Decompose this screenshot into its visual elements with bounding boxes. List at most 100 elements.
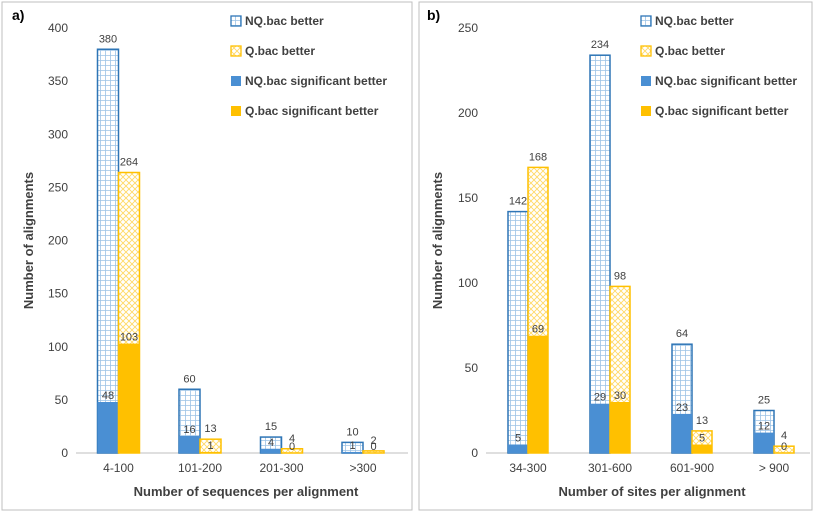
legend-entry: NQ.bac significant better [245, 74, 387, 88]
x-tick-label: 34-300 [509, 461, 547, 475]
data-label-nq-significant: 48 [102, 390, 114, 402]
bar-q-better [773, 445, 795, 454]
y-tick-label: 200 [48, 234, 68, 248]
data-label-nq-significant: 12 [758, 421, 770, 433]
data-label-q-better: 13 [696, 415, 708, 427]
data-label-nq-significant: 16 [183, 424, 195, 436]
bar-q-significant [528, 335, 548, 453]
data-label-q-better: 98 [614, 270, 626, 282]
data-label-q-significant: 1 [207, 440, 213, 452]
bar-nq-significant [97, 402, 119, 453]
bar-nq-better [507, 210, 529, 454]
data-label-q-significant: 0 [781, 441, 787, 453]
data-label-nq-better: 15 [265, 421, 277, 433]
bar-nq-significant [754, 432, 774, 453]
legend-swatch [640, 45, 652, 57]
data-label-nq-significant: 29 [594, 392, 606, 404]
legend-entry: Q.bac significant better [245, 104, 379, 118]
x-tick-label: >300 [349, 461, 376, 475]
y-axis-title: Number of alignments [21, 172, 36, 309]
data-label-q-better: 2 [370, 435, 376, 447]
data-label-nq-better: 142 [509, 196, 527, 208]
legend-swatch [230, 15, 242, 27]
legend-entry: NQ.bac better [655, 14, 734, 28]
data-label-q-better: 4 [781, 430, 787, 442]
x-tick-label: 101-200 [178, 461, 222, 475]
bar-nq-significant [672, 413, 692, 453]
data-label-nq-better: 380 [99, 33, 117, 45]
legend-swatch [641, 76, 651, 86]
y-tick-label: 300 [48, 127, 68, 141]
bar-q-significant [200, 451, 221, 453]
y-tick-label: 250 [458, 21, 478, 35]
panel-label: a) [12, 7, 24, 23]
x-axis-title: Number of sequences per alignment [134, 484, 359, 499]
data-label-nq-better: 234 [591, 39, 609, 51]
data-label-q-significant: 0 [289, 441, 295, 453]
data-label-nq-better: 10 [346, 426, 358, 438]
data-label-q-significant: 69 [532, 324, 544, 336]
y-tick-label: 100 [458, 276, 478, 290]
bar-nq-significant [590, 403, 610, 453]
y-tick-label: 150 [458, 191, 478, 205]
legend-entry: Q.bac better [655, 44, 725, 58]
data-label-q-significant: 103 [120, 332, 138, 344]
data-label-nq-better: 60 [183, 373, 195, 385]
data-label-q-significant: 0 [370, 441, 376, 453]
y-tick-label: 50 [465, 361, 479, 375]
data-label-q-significant: 5 [699, 433, 705, 445]
legend-entry: Q.bac significant better [655, 104, 789, 118]
bar-q-significant [610, 402, 630, 453]
y-axis-title: Number of alignments [430, 172, 445, 309]
y-tick-label: 50 [55, 393, 69, 407]
y-tick-label: 400 [48, 21, 68, 35]
data-label-nq-significant: 5 [515, 433, 521, 445]
data-label-nq-better: 64 [676, 328, 688, 340]
bar-q-better [362, 450, 385, 454]
data-label-q-better: 168 [529, 151, 547, 163]
y-tick-label: 350 [48, 74, 68, 88]
bar-nq-significant [508, 444, 528, 453]
data-label-q-better: 13 [204, 423, 216, 435]
bar-q-significant [692, 444, 712, 453]
data-label-nq-significant: 1 [349, 440, 355, 452]
legend-entry: NQ.bac better [245, 14, 324, 28]
bar-nq-significant [260, 448, 282, 453]
data-label-q-better: 4 [289, 433, 295, 445]
y-tick-label: 0 [471, 446, 478, 460]
x-tick-label: 201-300 [259, 461, 303, 475]
y-tick-label: 100 [48, 340, 68, 354]
legend-entry: NQ.bac significant better [655, 74, 797, 88]
data-label-q-significant: 30 [614, 390, 626, 402]
legend-swatch [231, 76, 241, 86]
legend-entry: Q.bac better [245, 44, 315, 58]
x-axis-title: Number of sites per alignment [558, 484, 746, 499]
y-tick-label: 150 [48, 287, 68, 301]
panel-b-border [418, 1, 813, 511]
data-label-q-better: 264 [120, 157, 138, 169]
bar-nq-significant [179, 436, 200, 453]
data-label-nq-better: 25 [758, 395, 770, 407]
y-tick-label: 0 [61, 446, 68, 460]
x-tick-label: 4-100 [103, 461, 134, 475]
bar-nq-significant [342, 451, 363, 453]
panel-a-border [1, 1, 413, 511]
bar-q-significant [118, 343, 140, 453]
legend-swatch [641, 106, 651, 116]
legend-swatch [640, 15, 652, 27]
y-tick-label: 250 [48, 180, 68, 194]
bar-q-better [280, 448, 304, 454]
legend-swatch [231, 106, 241, 116]
x-tick-label: 601-900 [670, 461, 714, 475]
panel-label: b) [427, 7, 440, 23]
x-tick-label: 301-600 [588, 461, 632, 475]
y-tick-label: 200 [458, 106, 478, 120]
x-tick-label: > 900 [759, 461, 790, 475]
legend-swatch [230, 45, 242, 57]
data-label-nq-significant: 23 [676, 402, 688, 414]
data-label-nq-significant: 4 [268, 437, 274, 449]
